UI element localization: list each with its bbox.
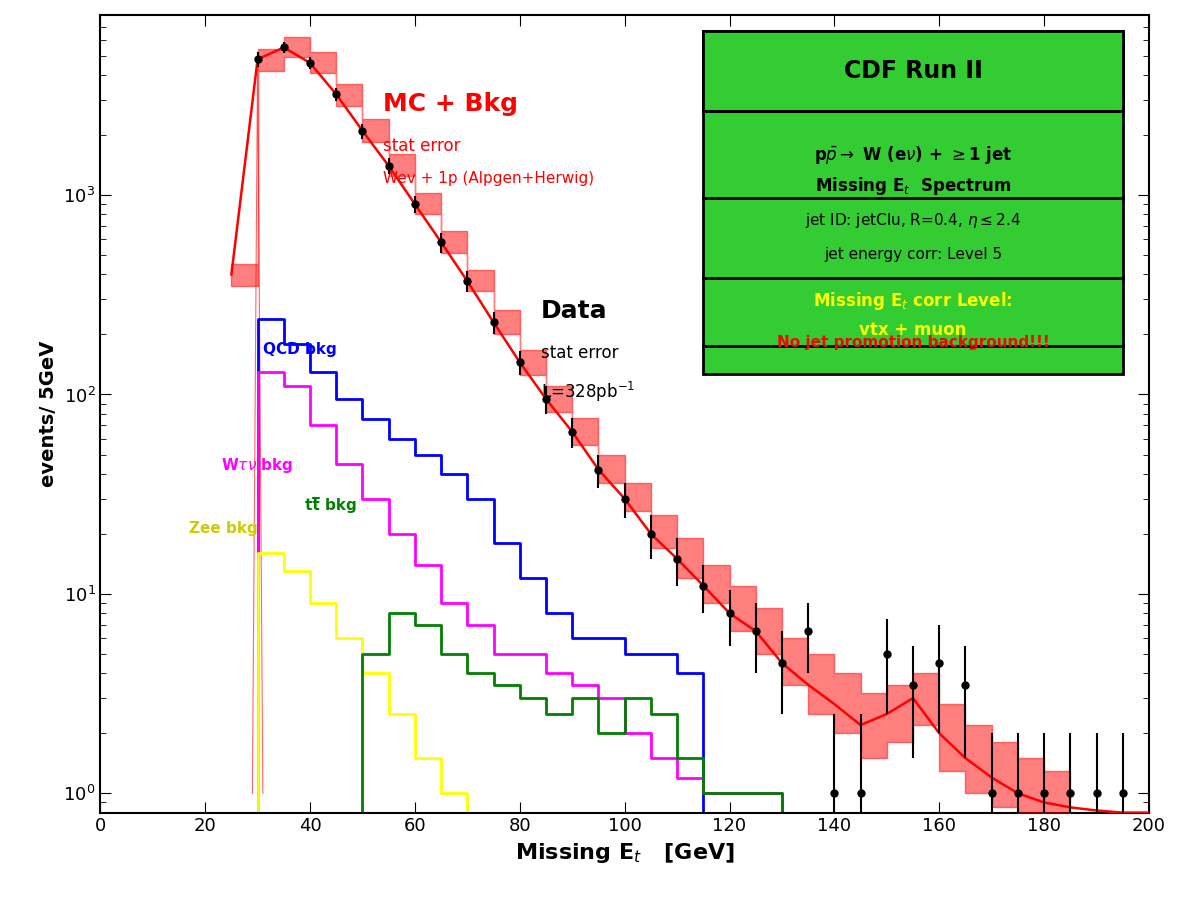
Text: tt̅ bkg: tt̅ bkg [305,497,357,513]
Text: CDF Run II: CDF Run II [843,59,983,83]
Text: jet ID: jetClu, R=0.4, $\eta$$\leq$2.4: jet ID: jetClu, R=0.4, $\eta$$\leq$2.4 [805,211,1022,230]
Text: L=328pb$^{-1}$: L=328pb$^{-1}$ [541,380,635,404]
Text: Missing E$_t$  Spectrum: Missing E$_t$ Spectrum [815,175,1011,198]
Text: p$\bar{p}\rightarrow$ W (e$\nu$) + $\geq$1 jet: p$\bar{p}\rightarrow$ W (e$\nu$) + $\geq… [814,144,1012,165]
Text: Data: Data [541,299,607,323]
Text: vtx + muon: vtx + muon [860,321,967,339]
Text: MC + Bkg: MC + Bkg [384,92,518,116]
X-axis label: Missing E$_t$   [GeV]: Missing E$_t$ [GeV] [515,841,735,865]
Text: jet energy corr: Level 5: jet energy corr: Level 5 [824,247,1003,262]
FancyBboxPatch shape [704,31,1123,110]
Text: stat error: stat error [384,136,461,154]
Text: QCD bkg: QCD bkg [263,342,337,357]
Text: Wev + 1p (Alpgen+Herwig): Wev + 1p (Alpgen+Herwig) [384,171,594,186]
Text: Zee bkg: Zee bkg [189,522,259,536]
Text: W$\tau\nu$ bkg: W$\tau\nu$ bkg [221,455,293,475]
Text: No jet promotion background!!!: No jet promotion background!!! [777,335,1050,349]
Text: stat error: stat error [541,344,619,362]
FancyBboxPatch shape [704,31,1123,374]
Text: Missing E$_t$ corr Level:: Missing E$_t$ corr Level: [814,289,1013,312]
Y-axis label: events/ 5GeV: events/ 5GeV [39,340,58,487]
